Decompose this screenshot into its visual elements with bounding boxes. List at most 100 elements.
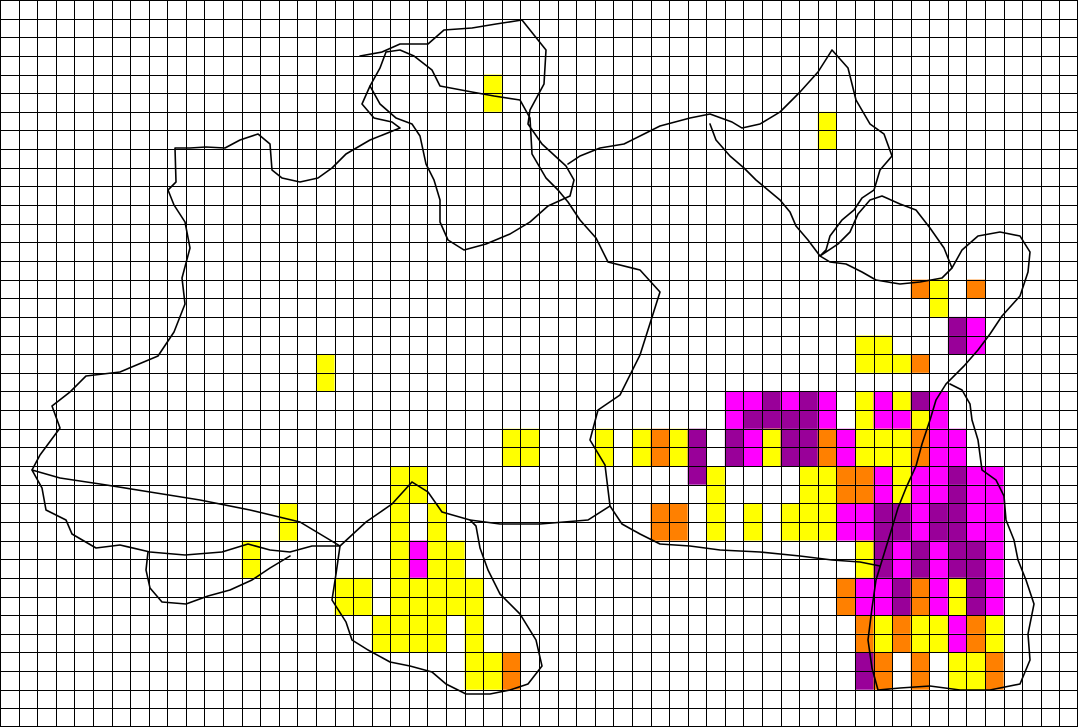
grid-cell-orange [650, 428, 670, 448]
region-south-border [331, 519, 543, 695]
grid-cell-orange [501, 652, 521, 672]
grid-cell-yellow [390, 615, 409, 634]
grid-cell-yellow [929, 633, 948, 653]
grid-cell-yellow [427, 540, 447, 560]
grid-cell-yellow [706, 484, 725, 504]
grid-cell-yellow [631, 428, 651, 448]
grid-cell-yellow [947, 671, 967, 690]
grid-cell-purple [966, 559, 986, 578]
grid-cell-yellow [408, 466, 428, 485]
grid-cell-magenta [929, 577, 948, 597]
grid-cell-purple [892, 521, 911, 541]
grid-cell-yellow [278, 521, 298, 541]
grid-cell-purple [892, 503, 911, 522]
grid-cell-yellow [371, 633, 391, 653]
grid-cell-orange [669, 521, 688, 541]
grid-cell-yellow [464, 615, 484, 634]
grid-cell-yellow [762, 428, 781, 448]
grid-cell-yellow [427, 615, 447, 634]
grid-cell-purple [873, 559, 893, 578]
region-southwest-inner-border [31, 469, 341, 547]
grid-cell-purple [743, 410, 763, 429]
grid-cell-yellow [390, 466, 409, 485]
grid-cell-purple [799, 428, 818, 448]
grid-cell-yellow [390, 540, 409, 560]
grid-cell-purple [947, 503, 967, 522]
grid-cell-orange [966, 633, 986, 653]
grid-cell-purple [762, 410, 781, 429]
grid-cell-yellow [408, 577, 428, 597]
grid-cell-magenta [873, 391, 893, 411]
grid-cell-orange [854, 484, 874, 504]
grid-cell-yellow [408, 596, 428, 616]
grid-cell-magenta [929, 466, 948, 485]
grid-cell-orange [854, 633, 874, 653]
grid-cell-yellow [817, 130, 837, 150]
grid-cell-yellow [947, 596, 967, 616]
grid-cell-magenta [892, 410, 911, 429]
grid-cell-yellow [483, 671, 502, 690]
grid-cell-magenta [985, 503, 1004, 522]
grid-cell-yellow [854, 410, 874, 429]
region-northeast-border [567, 49, 893, 257]
grid-cell-yellow [817, 111, 837, 131]
grid-cell-magenta [743, 447, 763, 467]
grid-cell-yellow [520, 447, 539, 467]
grid-cell-orange [873, 652, 893, 672]
grid-cell-orange [910, 279, 930, 299]
grid-cell-orange [650, 447, 670, 467]
grid-cell-orange [836, 596, 855, 616]
grid-cell-purple [947, 484, 967, 504]
grid-cell-purple [799, 410, 818, 429]
grid-cell-yellow [241, 540, 261, 560]
grid-cell-orange [836, 466, 855, 485]
grid-cell-yellow [446, 559, 465, 578]
grid-cell-yellow [854, 447, 874, 467]
grid-cell-yellow [594, 428, 614, 448]
region-north-center-border [359, 19, 575, 251]
grid-cell-magenta [854, 521, 874, 541]
grid-cell-orange [910, 596, 930, 616]
grid-cell-magenta [966, 466, 986, 485]
grid-cell-yellow [854, 335, 874, 355]
grid-cell-orange [669, 503, 688, 522]
grid-cell-magenta [947, 633, 967, 653]
grid-cell-magenta [724, 391, 744, 411]
grid-cell-yellow [817, 466, 837, 485]
grid-cell-yellow [985, 633, 1004, 653]
grid-cell-magenta [929, 447, 948, 467]
grid-cell-purple [929, 521, 948, 541]
grid-cell-orange [910, 354, 930, 373]
grid-cell-purple [966, 577, 986, 597]
grid-cell-yellow [446, 596, 465, 616]
grid-cell-yellow [910, 410, 930, 429]
grid-cell-magenta [985, 484, 1004, 504]
grid-cell-yellow [669, 447, 688, 467]
grid-cell-yellow [241, 559, 261, 578]
grid-cell-yellow [464, 671, 484, 690]
grid-cell-yellow [483, 652, 502, 672]
grid-cell-magenta [873, 410, 893, 429]
grid-cell-yellow [706, 466, 725, 485]
grid-cell-magenta [947, 428, 967, 448]
grid-cell-yellow [464, 577, 484, 597]
grid-cell-yellow [817, 503, 837, 522]
grid-cell-magenta [892, 540, 911, 560]
grid-cell-magenta [966, 503, 986, 522]
grid-cell-yellow [873, 428, 893, 448]
grid-cell-magenta [873, 596, 893, 616]
grid-cell-yellow [669, 428, 688, 448]
grid-cell-magenta [929, 410, 948, 429]
grid-cell-orange [985, 671, 1004, 690]
grid-cell-magenta [836, 503, 855, 522]
grid-cell-magenta [743, 428, 763, 448]
grid-cell-yellow [799, 484, 818, 504]
grid-cell-yellow [929, 279, 948, 299]
grid-cell-yellow [706, 503, 725, 522]
grid-cell-yellow [446, 540, 465, 560]
grid-cell-purple [687, 447, 707, 467]
grid-cell-magenta [985, 559, 1004, 578]
grid-cell-magenta [873, 484, 893, 504]
grid-cell-yellow [390, 596, 409, 616]
grid-cell-yellow [483, 93, 502, 112]
